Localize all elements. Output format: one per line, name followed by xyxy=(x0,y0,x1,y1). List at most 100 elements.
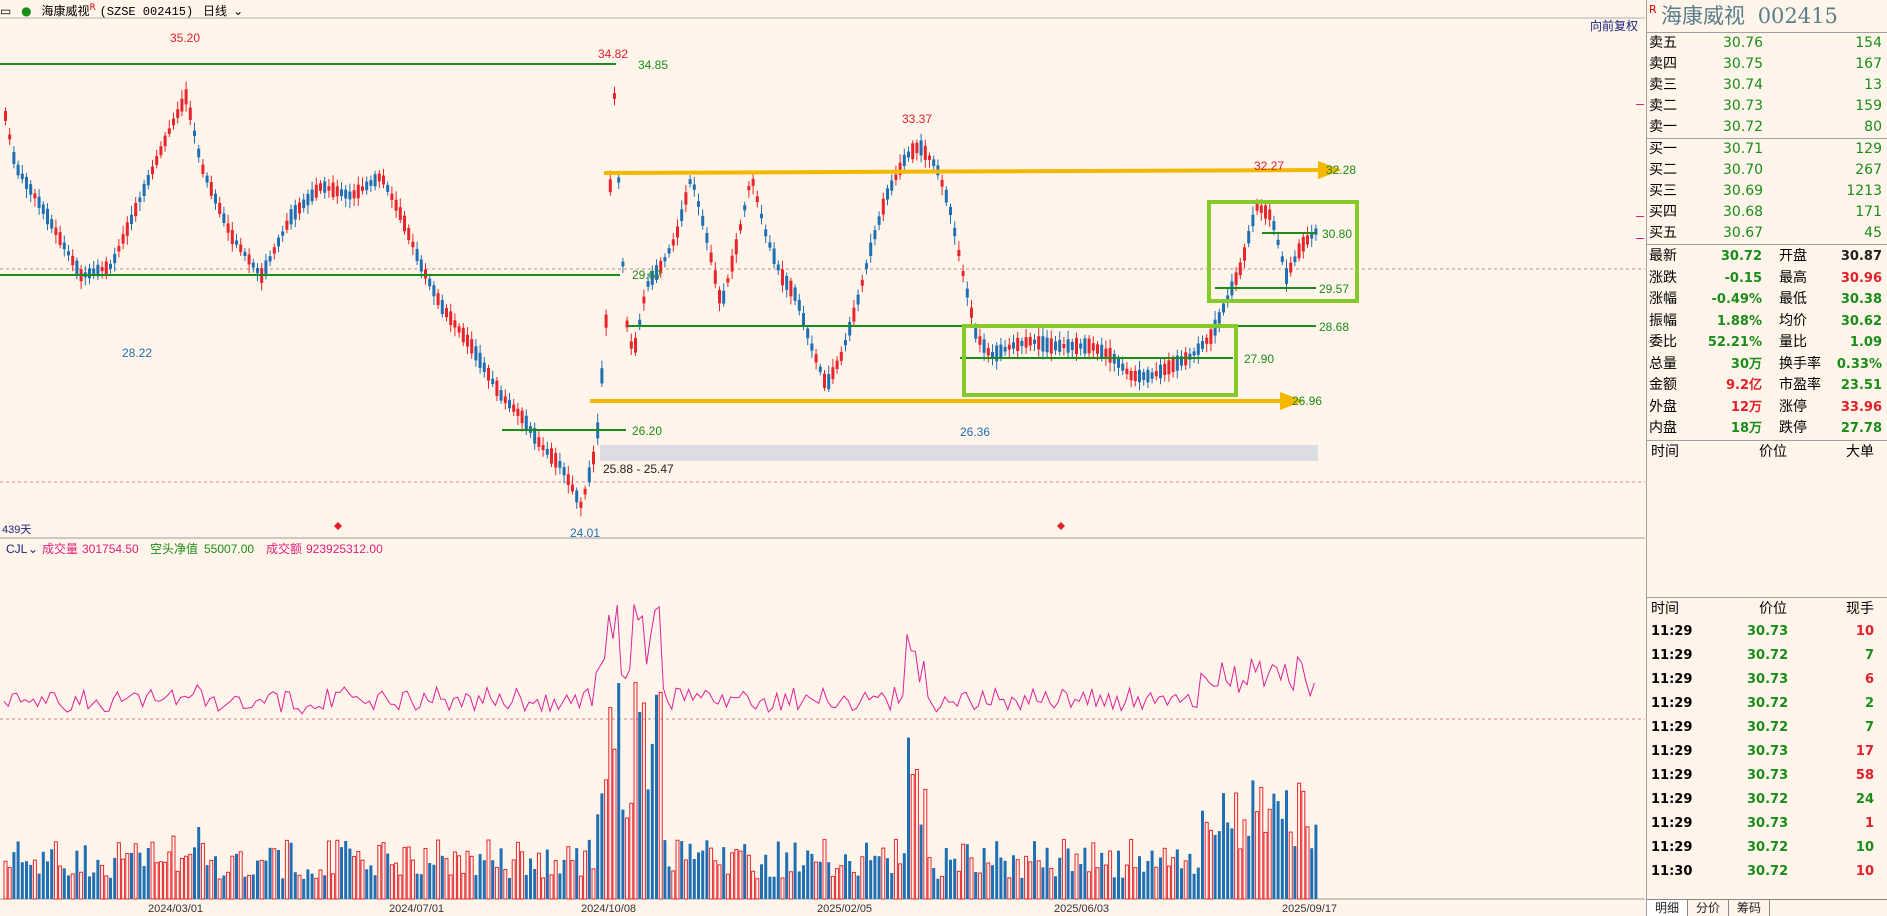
orderbook-row[interactable]: 买二 30.70 267 xyxy=(1647,160,1887,181)
candle-body xyxy=(247,254,251,265)
candle-body xyxy=(365,181,369,191)
volume-bar xyxy=(1288,831,1293,900)
tab-detail[interactable]: 明细 xyxy=(1647,900,1689,916)
candle-body xyxy=(932,159,936,166)
volume-bar xyxy=(818,861,822,899)
volume-bar xyxy=(860,856,865,900)
candle-body xyxy=(991,351,994,360)
orderbook-row[interactable]: 卖四 30.75 167 xyxy=(1647,54,1887,75)
tab-chips[interactable]: 筹码 xyxy=(1729,900,1771,916)
tab-price[interactable]: 分价 xyxy=(1688,900,1730,916)
volume-bar xyxy=(562,859,566,899)
candle-body xyxy=(264,260,268,274)
orderbook-row[interactable]: 卖五 30.76 154 xyxy=(1647,33,1887,54)
candle-body xyxy=(894,174,898,180)
order-level-label: 买三 xyxy=(1649,183,1677,199)
candle-body xyxy=(1314,228,1318,235)
candle-body xyxy=(701,215,705,226)
kline-chart-svg[interactable]: 35.20 28.22 34.82 34.85 33.37 32.27 32.2… xyxy=(0,16,1645,916)
candle-body xyxy=(688,179,692,185)
stat-label: 均价 xyxy=(1779,312,1807,329)
adjust-mode-label[interactable]: 向前复权 xyxy=(1590,18,1638,33)
candle-body xyxy=(503,396,507,404)
x-tick-label: 2024/10/08 xyxy=(581,903,636,915)
order-volume: 167 xyxy=(1855,56,1882,72)
volume-bar xyxy=(356,851,361,900)
stat-row: 金额 9.2亿 市盈率 23.51 xyxy=(1647,375,1887,397)
tick-price: 30.72 xyxy=(1747,863,1789,879)
tick-row: 11:29 30.73 6 xyxy=(1647,668,1887,692)
candle-body xyxy=(768,242,772,248)
candle-body xyxy=(193,130,196,137)
candle-body xyxy=(125,222,129,236)
orderbook-row[interactable]: 卖一 30.72 80 xyxy=(1647,117,1887,138)
volume-bar xyxy=(621,809,625,899)
volume-bar xyxy=(1263,831,1268,900)
volume-bar xyxy=(125,853,130,900)
volume-bar xyxy=(650,743,654,899)
candle-body xyxy=(151,166,154,175)
chevron-down-icon[interactable]: ⌄ xyxy=(28,542,38,556)
candle-body xyxy=(646,281,650,287)
orderbook-row[interactable]: 卖三 30.74 13 xyxy=(1647,75,1887,96)
order-price: 30.70 xyxy=(1723,162,1764,178)
tick-volume: 1 xyxy=(1864,815,1874,831)
volume-bar xyxy=(1192,873,1196,899)
candle-body xyxy=(386,184,390,192)
candle-body xyxy=(844,339,847,346)
order-level-label: 买五 xyxy=(1649,225,1677,241)
volume-bar xyxy=(50,849,54,899)
volume-bar xyxy=(1201,810,1204,899)
volume-bar xyxy=(709,847,714,900)
candle-body xyxy=(789,280,793,297)
tick-row: 11:29 30.72 7 xyxy=(1647,644,1887,668)
candle-body xyxy=(537,437,541,447)
ellipsis-icon[interactable]: ▭ xyxy=(0,4,12,18)
candle-body xyxy=(25,176,28,189)
r-mark: R xyxy=(89,3,96,13)
volume-bar xyxy=(406,846,411,900)
volume-bar xyxy=(142,865,146,899)
quote-panel: R 海康威视 002415 卖五 30.76 154 卖四 30.75 167 卖三… xyxy=(1646,0,1887,916)
volume-bar xyxy=(293,872,297,899)
volume-bar xyxy=(1247,835,1251,899)
candle-body xyxy=(155,156,159,166)
candle-body xyxy=(352,190,356,199)
x-tick-label: 2025/09/17 xyxy=(1282,903,1337,915)
candle-body xyxy=(915,142,919,154)
candle-body xyxy=(58,232,62,246)
volume-bar xyxy=(264,860,268,899)
candle-body xyxy=(1276,239,1280,245)
volume-bar xyxy=(247,874,252,900)
candle-body xyxy=(130,214,133,224)
candle-body xyxy=(1138,369,1141,383)
candle-body xyxy=(1234,272,1238,285)
big-order-header: 时间 价位 大单 xyxy=(1651,443,1874,460)
orderbook-row[interactable]: 卖二 30.73 159 xyxy=(1647,96,1887,117)
candle-body xyxy=(524,415,528,431)
kline-chart-area[interactable]: 35.20 28.22 34.82 34.85 33.37 32.27 32.2… xyxy=(0,16,1645,916)
net-label: 空头净值 xyxy=(150,541,198,556)
volume-bar xyxy=(25,861,28,899)
order-level-label: 卖三 xyxy=(1649,77,1677,93)
volume-bar xyxy=(869,860,873,899)
label-high-3520: 35.20 xyxy=(170,31,200,45)
candle-body xyxy=(310,189,314,202)
orderbook-row[interactable]: 买一 30.71 129 xyxy=(1647,139,1887,160)
period-select[interactable]: 日线 ⌄ xyxy=(203,4,244,18)
volume-bar xyxy=(608,707,613,900)
volume-bar xyxy=(1259,786,1264,900)
orderbook-row[interactable]: 买三 30.69 1213 xyxy=(1647,181,1887,202)
volume-bar xyxy=(297,874,302,900)
stat-label: 内盘 xyxy=(1649,420,1677,436)
indicator-name[interactable]: CJL xyxy=(6,542,28,556)
orderbook-row[interactable]: 买四 30.68 171 xyxy=(1647,202,1887,223)
volume-bar xyxy=(536,852,541,900)
stat-value: 33.96 xyxy=(1840,399,1882,415)
candle-body xyxy=(293,204,297,220)
candle-body xyxy=(142,183,146,196)
orderbook-row[interactable]: 买五 30.67 45 xyxy=(1647,223,1887,244)
volume-bar xyxy=(335,839,340,900)
volume-bar xyxy=(340,847,343,899)
volume-bar xyxy=(365,869,369,899)
